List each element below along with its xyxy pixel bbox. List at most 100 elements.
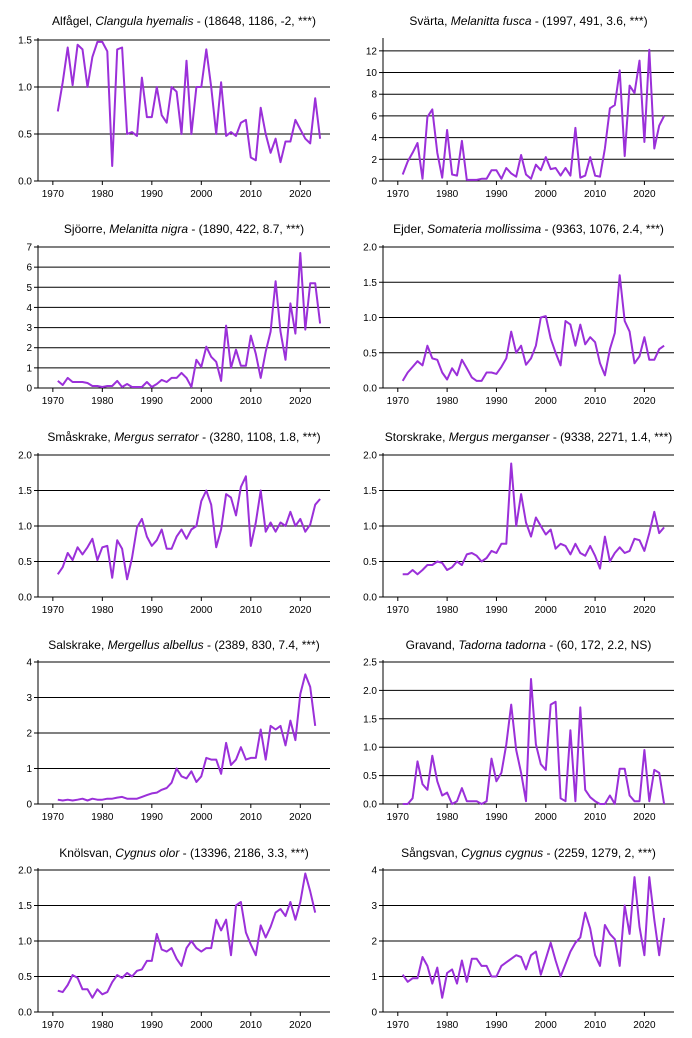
chart-title: Småskrake, Mergus serrator - (3280, 1108… — [47, 430, 320, 444]
data-point — [289, 302, 291, 304]
data-point — [121, 977, 123, 979]
data-point — [658, 954, 660, 956]
y-tick-label: 0 — [26, 800, 32, 811]
data-point — [466, 800, 468, 802]
data-point — [422, 178, 424, 180]
data-point — [500, 772, 502, 774]
x-tick-label: 1980 — [91, 396, 114, 407]
data-point — [639, 926, 641, 928]
data-point — [653, 919, 655, 921]
data-point — [141, 968, 143, 970]
data-point — [491, 372, 493, 374]
data-point — [545, 534, 547, 536]
data-point — [250, 944, 252, 946]
data-point — [260, 490, 262, 492]
y-tick-label: 2.0 — [18, 866, 32, 877]
data-point — [319, 498, 321, 500]
data-point — [240, 365, 242, 367]
chart-panel: Svärta, Melanitta fusca - (1997, 491, 3.… — [366, 14, 674, 200]
data-point — [255, 757, 257, 759]
data-point — [422, 783, 424, 785]
chart-title-common: Sjöorre, — [64, 222, 109, 236]
data-point — [402, 380, 404, 382]
chart-title: Knölsvan, Cygnus olor - (13396, 2186, 3.… — [59, 846, 309, 860]
data-point — [72, 974, 74, 976]
data-point — [456, 374, 458, 376]
data-point — [101, 386, 103, 388]
data-point — [136, 386, 138, 388]
series-line — [56, 475, 321, 581]
data-point — [141, 77, 143, 79]
data-point — [426, 345, 428, 347]
data-point — [62, 566, 64, 568]
data-point — [116, 48, 118, 50]
chart-title: Sångsvan, Cygnus cygnus - (2259, 1279, 2… — [401, 846, 656, 860]
series-line — [56, 40, 322, 167]
data-point — [250, 757, 252, 759]
data-point — [146, 960, 148, 962]
data-point — [166, 787, 168, 789]
data-point — [176, 377, 178, 379]
data-point — [260, 377, 262, 379]
data-point — [500, 366, 502, 368]
y-tick-label: 4 — [371, 133, 377, 144]
data-point — [250, 335, 252, 337]
data-point — [309, 524, 311, 526]
x-tick-label: 1970 — [42, 812, 65, 823]
chart-title-common: Gravand, — [406, 638, 459, 652]
data-point — [171, 947, 173, 949]
y-tick-label: 0.0 — [18, 1008, 32, 1019]
data-point — [299, 901, 301, 903]
data-point — [569, 553, 571, 555]
data-point — [653, 511, 655, 513]
x-tick-label: 2020 — [633, 605, 656, 616]
data-point — [141, 518, 143, 520]
y-tick-label: 1 — [26, 764, 32, 775]
data-point — [260, 107, 262, 109]
data-point — [225, 135, 227, 137]
data-point — [280, 522, 282, 524]
chart-title-stats: - (3280, 1108, 1.8, ***) — [199, 430, 321, 444]
data-point — [436, 780, 438, 782]
x-tick-label: 2020 — [633, 396, 656, 407]
data-point — [210, 947, 212, 949]
data-point — [560, 543, 562, 545]
data-point — [481, 965, 483, 967]
chart-panel: Gravand, Tadorna tadorna - (60, 172, 2.2… — [363, 638, 674, 823]
data-point — [604, 374, 606, 376]
data-point — [456, 561, 458, 563]
x-tick-label: 2020 — [289, 1020, 312, 1031]
data-point — [200, 86, 202, 88]
data-point — [555, 960, 557, 962]
x-tick-label: 2020 — [289, 189, 312, 200]
data-point — [309, 890, 311, 892]
data-point — [294, 119, 296, 121]
data-point — [200, 366, 202, 368]
data-point — [96, 385, 98, 387]
data-point — [569, 729, 571, 731]
data-point — [643, 749, 645, 751]
data-point — [186, 60, 188, 62]
data-point — [560, 797, 562, 799]
data-point — [624, 552, 626, 554]
data-point — [476, 380, 478, 382]
data-point — [215, 361, 217, 363]
data-point — [87, 988, 89, 990]
data-point — [210, 504, 212, 506]
y-tick-label: 0.5 — [363, 771, 377, 782]
data-point — [294, 525, 296, 527]
data-point — [96, 799, 98, 801]
x-tick-label: 1970 — [387, 812, 410, 823]
data-point — [451, 566, 453, 568]
x-tick-label: 2010 — [240, 605, 263, 616]
chart-panel: Salskrake, Mergellus albellus - (2389, 8… — [26, 638, 330, 823]
data-point — [579, 937, 581, 939]
chart-title: Sjöorre, Melanitta nigra - (1890, 422, 8… — [64, 222, 304, 236]
data-point — [62, 991, 64, 993]
data-point — [609, 107, 611, 109]
data-point — [205, 757, 207, 759]
chart-title-stats: - (2389, 830, 7.4, ***) — [204, 638, 320, 652]
data-point — [255, 954, 257, 956]
data-point — [451, 174, 453, 176]
